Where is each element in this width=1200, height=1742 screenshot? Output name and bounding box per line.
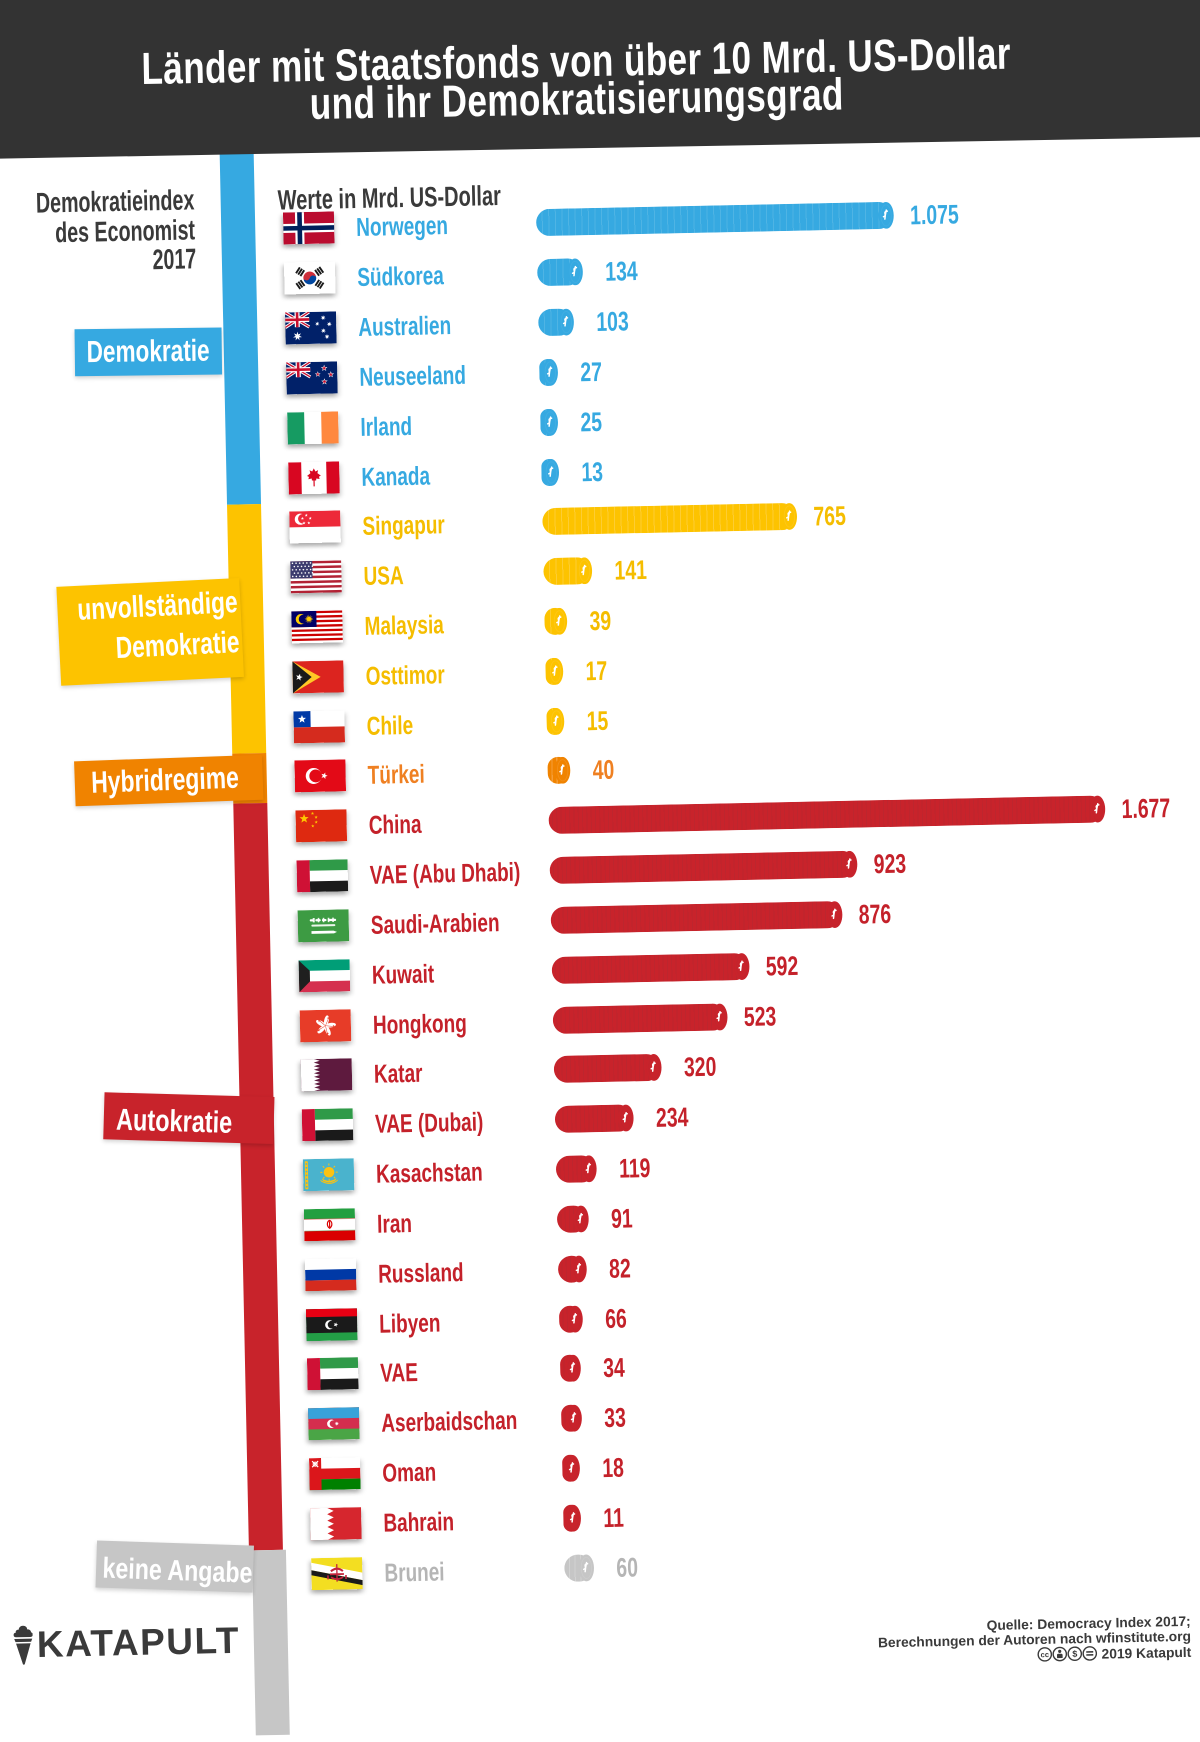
svg-text:$: $ — [1073, 1649, 1078, 1659]
svg-text:cc: cc — [1041, 1650, 1050, 1659]
